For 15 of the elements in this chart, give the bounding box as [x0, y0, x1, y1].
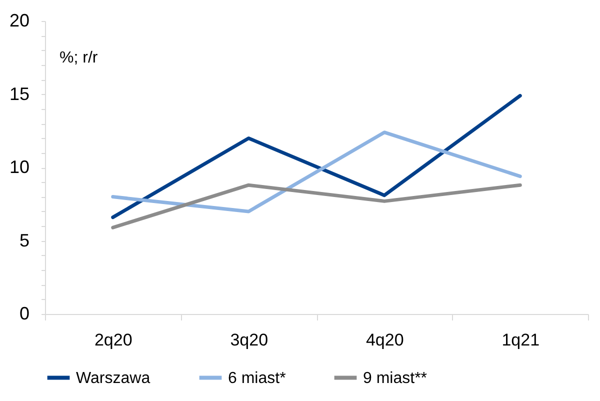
y-tick-label: 0: [19, 304, 30, 324]
x-tick-label: 2q20: [94, 330, 132, 350]
line-series: [111, 94, 522, 220]
x-tick-label: 1q21: [502, 330, 540, 350]
line-series: [111, 130, 522, 214]
y-tick-label: 15: [9, 84, 30, 104]
y-tick-label: 10: [9, 157, 30, 177]
y-tick-label: 5: [19, 230, 30, 250]
legend-label: 9 miast**: [363, 370, 428, 387]
y-axis-title: %; r/r: [60, 50, 98, 66]
x-tick-label: 4q20: [366, 330, 404, 350]
y-tick-label: 20: [9, 10, 30, 30]
legend-label: 6 miast*: [228, 370, 286, 387]
legend-label: Warszawa: [76, 370, 150, 387]
x-tick-label: 3q20: [230, 330, 268, 350]
